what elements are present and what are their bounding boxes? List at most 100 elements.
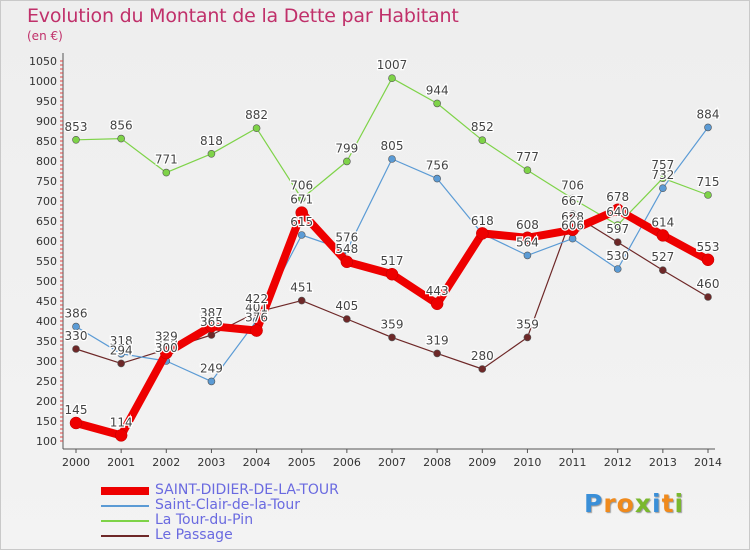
data-label: 671 xyxy=(290,193,313,207)
data-label: 799 xyxy=(335,141,358,155)
data-label: 805 xyxy=(381,139,404,153)
data-label: 628 xyxy=(561,210,584,224)
data-label: 318 xyxy=(110,334,133,348)
data-label: 376 xyxy=(245,311,268,325)
data-label: 944 xyxy=(426,83,449,97)
logo-letter: x xyxy=(634,489,652,518)
data-label: 818 xyxy=(200,134,223,148)
y-tick-label: 100 xyxy=(36,435,57,448)
data-label: 443 xyxy=(426,284,449,298)
data-point xyxy=(568,194,577,203)
y-tick-label: 950 xyxy=(36,95,57,108)
data-label: 564 xyxy=(516,235,539,249)
data-point xyxy=(568,234,577,243)
y-tick-label: 300 xyxy=(36,355,57,368)
legend-label: Saint-Clair-de-la-Tour xyxy=(155,497,300,513)
data-point xyxy=(343,157,351,166)
data-label: 386 xyxy=(65,307,88,321)
logo-letter: i xyxy=(652,489,662,518)
data-label: 294 xyxy=(110,343,133,357)
data-point xyxy=(72,345,80,353)
data-label: 359 xyxy=(516,317,539,331)
y-tick-label: 150 xyxy=(36,415,57,428)
data-point xyxy=(704,191,712,199)
logo-letter: t xyxy=(661,489,675,518)
data-point xyxy=(659,174,667,182)
x-tick-label: 2010 xyxy=(513,456,541,469)
y-tick-label: 850 xyxy=(36,135,57,148)
y-tick-label: 1050 xyxy=(29,55,57,68)
data-label: 249 xyxy=(200,361,223,375)
data-point xyxy=(297,296,306,305)
data-point xyxy=(613,265,622,273)
data-label: 777 xyxy=(516,150,539,164)
data-label: 330 xyxy=(65,329,88,343)
x-tick-label: 2003 xyxy=(197,456,225,469)
data-label: 678 xyxy=(606,190,629,204)
data-point xyxy=(659,266,667,275)
data-label: 548 xyxy=(335,242,358,256)
data-point xyxy=(207,377,216,386)
data-point xyxy=(207,331,216,339)
data-point xyxy=(704,293,712,301)
y-tick-label: 200 xyxy=(36,395,57,408)
data-label: 856 xyxy=(110,119,133,133)
data-point xyxy=(433,99,441,108)
data-point xyxy=(388,74,396,82)
data-point xyxy=(117,359,125,368)
data-label: 706 xyxy=(561,179,584,193)
data-point xyxy=(388,155,396,163)
data-label: 460 xyxy=(697,277,720,291)
proxiti-logo: Proxiti xyxy=(584,489,684,518)
data-point xyxy=(523,251,532,260)
y-tick-label: 400 xyxy=(36,315,57,328)
y-tick-label: 350 xyxy=(36,335,57,348)
y-tick-label: 450 xyxy=(36,295,57,308)
data-label: 576 xyxy=(335,231,358,245)
data-label: 527 xyxy=(651,250,674,264)
data-label: 882 xyxy=(245,108,268,122)
chart-unit: (en €) xyxy=(27,29,63,43)
data-label: 319 xyxy=(426,333,449,347)
data-label: 640 xyxy=(606,205,629,219)
data-point xyxy=(433,174,441,183)
data-point xyxy=(250,324,263,337)
data-label: 606 xyxy=(561,219,584,233)
y-tick-label: 250 xyxy=(36,375,57,388)
data-label: 715 xyxy=(697,175,720,189)
data-label: 757 xyxy=(651,158,674,172)
data-label: 614 xyxy=(651,215,674,229)
data-point xyxy=(656,229,670,242)
data-point xyxy=(478,365,487,373)
data-point xyxy=(523,166,532,174)
data-label: 451 xyxy=(290,281,313,295)
x-tick-label: 2011 xyxy=(559,456,587,469)
data-label: 618 xyxy=(471,214,494,228)
x-tick-label: 2012 xyxy=(604,456,632,469)
data-point xyxy=(343,315,351,323)
data-point xyxy=(613,221,622,229)
data-label: 852 xyxy=(471,120,494,134)
data-label: 329 xyxy=(155,329,178,343)
x-tick-label: 2001 xyxy=(107,456,135,469)
legend-item: Le Passage xyxy=(101,527,401,544)
data-label: 280 xyxy=(471,349,494,363)
data-point xyxy=(521,231,534,245)
data-point xyxy=(72,136,80,144)
data-label: 706 xyxy=(290,179,313,193)
legend-label: La Tour-du-Pin xyxy=(155,512,254,528)
y-tick-label: 600 xyxy=(36,235,57,248)
data-point xyxy=(205,319,218,333)
x-tick-label: 2014 xyxy=(694,456,722,469)
y-tick-label: 650 xyxy=(36,215,57,228)
y-tick-label: 1000 xyxy=(29,75,57,88)
data-label: 619 xyxy=(471,213,494,227)
data-label: 597 xyxy=(606,222,629,236)
x-tick-label: 2004 xyxy=(243,456,271,469)
legend-label: Le Passage xyxy=(155,527,233,543)
data-label: 608 xyxy=(516,218,539,232)
data-label: 732 xyxy=(651,168,674,182)
data-point xyxy=(160,346,173,360)
